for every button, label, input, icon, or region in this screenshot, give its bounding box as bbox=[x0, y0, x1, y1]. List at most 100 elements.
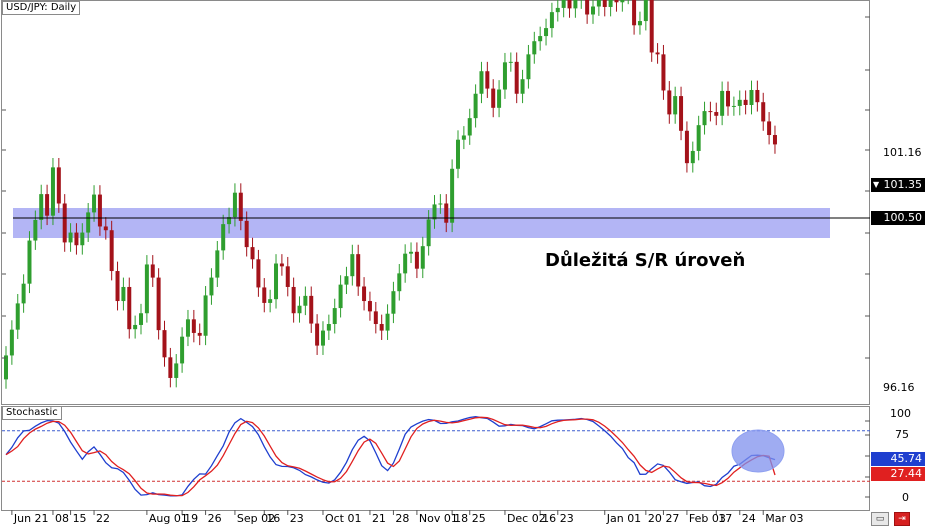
symbol-label: USD/JPY: Daily bbox=[2, 1, 81, 15]
candle-body bbox=[438, 203, 443, 205]
candle bbox=[139, 303, 144, 335]
time-label: Aug 01 bbox=[148, 512, 188, 525]
candle bbox=[356, 244, 361, 296]
candle-body bbox=[197, 332, 202, 336]
time-label: 28 bbox=[395, 512, 410, 525]
candle-body bbox=[303, 295, 308, 306]
candle-body bbox=[684, 130, 689, 164]
candle bbox=[391, 281, 396, 324]
candle-body bbox=[103, 226, 108, 231]
candle-body bbox=[549, 12, 554, 29]
candle-body bbox=[403, 253, 408, 274]
candle-body bbox=[473, 93, 478, 119]
candle bbox=[315, 314, 320, 355]
candle-body bbox=[256, 259, 261, 288]
candle-body bbox=[274, 263, 279, 300]
candle bbox=[502, 52, 507, 99]
time-label: 23 bbox=[289, 512, 304, 525]
candle bbox=[27, 231, 32, 294]
stochastic-k-tag: 45.74 bbox=[871, 452, 925, 466]
candle-body bbox=[538, 36, 543, 42]
candle-body bbox=[520, 79, 525, 94]
candle-body bbox=[749, 89, 754, 105]
candle bbox=[596, 0, 601, 16]
time-label: 21 bbox=[371, 512, 386, 525]
candle bbox=[655, 43, 660, 64]
candle bbox=[238, 183, 243, 231]
price-label: 96.16 bbox=[883, 380, 915, 394]
candle bbox=[696, 115, 701, 161]
candle bbox=[109, 220, 114, 281]
candle bbox=[326, 314, 331, 340]
sr-zone bbox=[13, 208, 830, 238]
down-arrow-icon: ▼ bbox=[873, 180, 880, 189]
candle bbox=[215, 241, 220, 287]
sr-annotation: Důležitá S/R úroveň bbox=[545, 250, 746, 271]
candle-body bbox=[221, 224, 226, 251]
candle bbox=[580, 0, 582, 9]
candle-body bbox=[309, 295, 314, 324]
candle bbox=[567, 0, 572, 18]
candle bbox=[209, 268, 214, 305]
candle-body bbox=[414, 251, 419, 269]
candle bbox=[68, 223, 73, 252]
candle-body bbox=[690, 150, 695, 164]
candle bbox=[473, 84, 478, 128]
candle-body bbox=[743, 99, 748, 105]
time-label: Jun 21 bbox=[13, 512, 49, 525]
candle bbox=[649, 0, 654, 62]
time-label: 18 bbox=[454, 512, 469, 525]
candle bbox=[397, 263, 402, 301]
candle bbox=[491, 79, 496, 118]
candle-body bbox=[21, 283, 26, 304]
price-label: 101.16 bbox=[883, 146, 922, 160]
candle-body bbox=[297, 305, 302, 314]
candle-body bbox=[502, 62, 507, 90]
candle bbox=[56, 157, 61, 213]
candle bbox=[737, 90, 742, 116]
candle-body bbox=[185, 319, 190, 337]
candle bbox=[555, 0, 560, 22]
candle bbox=[367, 291, 372, 321]
scroll-right-button[interactable]: ⇥ bbox=[894, 512, 910, 526]
candle bbox=[203, 286, 208, 346]
candle-body bbox=[455, 139, 460, 169]
zoom-toggle-button[interactable]: ▭ bbox=[871, 512, 889, 526]
candle-body bbox=[338, 284, 343, 309]
candle-body bbox=[326, 324, 331, 331]
sr-price-tag: 100.50 bbox=[871, 211, 925, 225]
stochastic-k-line bbox=[5, 416, 776, 497]
stochastic-level-label: 0 bbox=[902, 491, 909, 504]
candle-body bbox=[661, 54, 666, 91]
time-label: 24 bbox=[741, 512, 756, 525]
candle-body bbox=[291, 286, 296, 314]
candle-body bbox=[614, 0, 619, 3]
candle bbox=[467, 108, 472, 145]
candle bbox=[749, 80, 754, 115]
candle bbox=[221, 214, 226, 260]
candle-body bbox=[191, 319, 196, 333]
candle bbox=[614, 0, 619, 12]
candle bbox=[708, 101, 713, 122]
candle-body bbox=[156, 277, 161, 331]
candle bbox=[479, 61, 484, 104]
candle bbox=[297, 296, 302, 323]
time-label: Mar 03 bbox=[765, 512, 804, 525]
candle bbox=[414, 242, 419, 279]
candle-body bbox=[45, 194, 50, 216]
candle-body bbox=[127, 286, 132, 330]
candle bbox=[303, 286, 308, 316]
candle-body bbox=[620, 0, 625, 3]
candle-body bbox=[332, 308, 337, 325]
candle-body bbox=[649, 0, 654, 53]
candle bbox=[350, 244, 355, 286]
candle bbox=[761, 92, 766, 131]
candle bbox=[726, 81, 731, 116]
candle bbox=[561, 0, 566, 18]
candle-body bbox=[133, 324, 138, 330]
time-label: 17 bbox=[718, 512, 733, 525]
time-label: 23 bbox=[559, 512, 574, 525]
candle bbox=[227, 207, 232, 234]
candle bbox=[33, 210, 38, 250]
